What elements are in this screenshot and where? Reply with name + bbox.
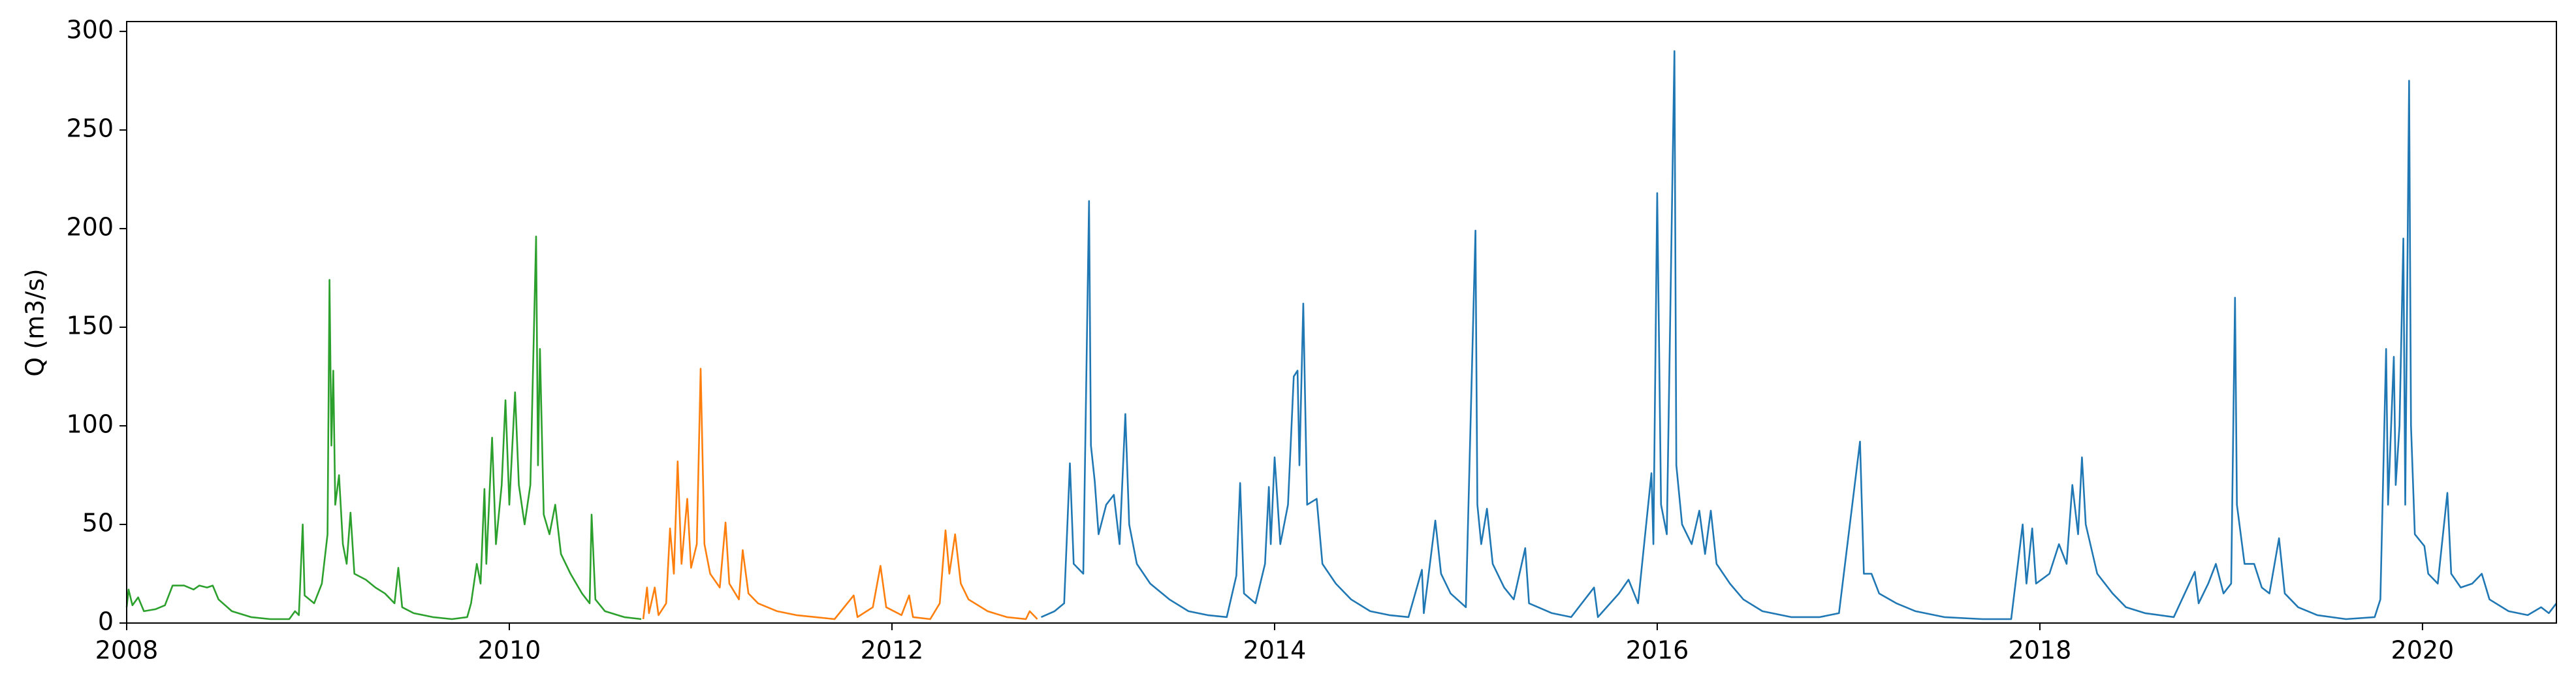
y-axis-label: Q (m3/s) (21, 268, 50, 376)
x-tick-label: 2016 (1626, 636, 1689, 665)
x-tick-label: 2018 (2009, 636, 2072, 665)
x-tick-label: 2014 (1243, 636, 1307, 665)
plot-frame (126, 21, 2557, 624)
series-line (642, 368, 1038, 620)
x-tick-label: 2008 (95, 636, 159, 665)
y-tick-label: 300 (66, 16, 114, 44)
series-line (125, 235, 642, 620)
y-tick-label: 250 (66, 114, 114, 143)
y-tick-label: 150 (66, 312, 114, 340)
x-tick-label: 2010 (478, 636, 541, 665)
x-tick-label: 2020 (2391, 636, 2455, 665)
y-tick-label: 200 (66, 213, 114, 242)
x-tick-label: 2012 (861, 636, 924, 665)
series-line (1040, 50, 2558, 620)
y-tick-label: 0 (98, 607, 114, 636)
y-tick-label: 100 (66, 410, 114, 439)
y-tick-label: 50 (82, 509, 114, 537)
